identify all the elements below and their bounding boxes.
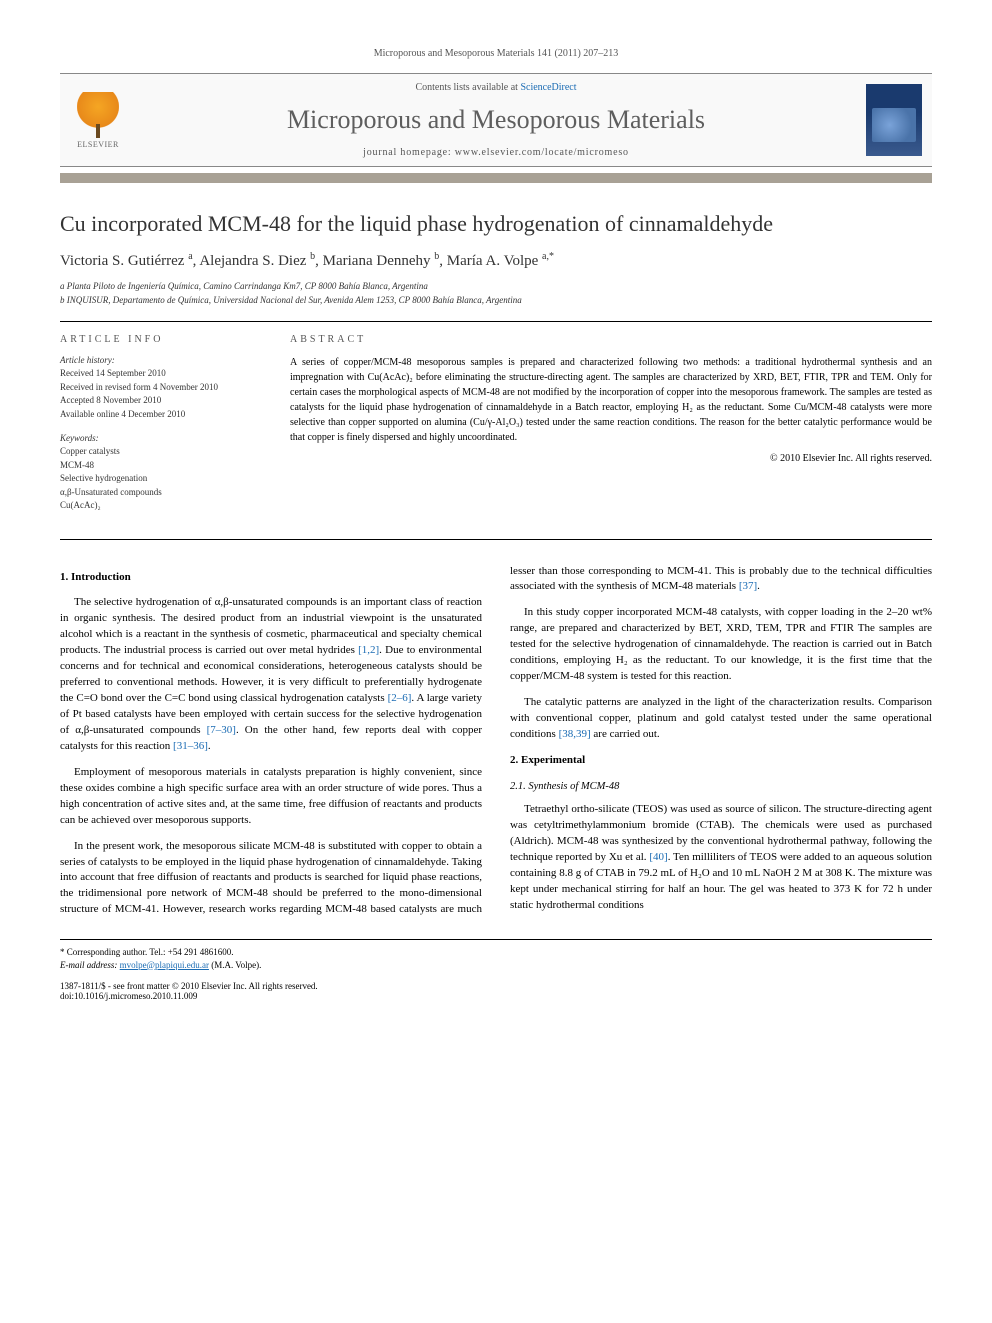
affiliations: a Planta Piloto de Ingeniería Química, C…	[60, 280, 932, 307]
body-paragraph: In this study copper incorporated MCM-48…	[510, 605, 932, 685]
homepage-prefix: journal homepage:	[363, 147, 455, 158]
author-list: Victoria S. Gutiérrez a, Alejandra S. Di…	[60, 251, 932, 270]
history-revised: Received in revised form 4 November 2010	[60, 381, 260, 395]
footer-row: 1387-1811/$ - see front matter © 2010 El…	[60, 981, 932, 1001]
publisher-name: ELSEVIER	[77, 140, 119, 149]
section-heading-intro: 1. Introduction	[60, 570, 482, 586]
email-suffix: (M.A. Volpe).	[211, 960, 261, 970]
homepage-url[interactable]: www.elsevier.com/locate/micromeso	[455, 147, 629, 158]
journal-header: ELSEVIER Contents lists available at Sci…	[60, 73, 932, 167]
section-heading-experimental: 2. Experimental	[510, 753, 932, 769]
body-paragraph: Employment of mesoporous materials in ca…	[60, 765, 482, 829]
keyword: Selective hydrogenation	[60, 472, 260, 486]
article-title: Cu incorporated MCM-48 for the liquid ph…	[60, 211, 932, 237]
affiliation-b: b INQUISUR, Departamento de Química, Uni…	[60, 294, 932, 308]
keywords-list: Copper catalysts MCM-48 Selective hydrog…	[60, 445, 260, 513]
article-info-heading: ARTICLE INFO	[60, 334, 260, 345]
contents-prefix: Contents lists available at	[415, 82, 520, 93]
sciencedirect-link[interactable]: ScienceDirect	[520, 82, 576, 93]
email-label: E-mail address:	[60, 960, 117, 970]
issn-line: 1387-1811/$ - see front matter © 2010 El…	[60, 981, 318, 991]
corresponding-author: * Corresponding author. Tel.: +54 291 48…	[60, 946, 932, 959]
journal-cover-thumbnail	[866, 84, 922, 156]
publisher-logo: ELSEVIER	[70, 88, 126, 152]
meta-separator-bottom	[60, 539, 932, 540]
author-email-link[interactable]: mvolpe@plapiqui.edu.ar	[120, 960, 209, 970]
subsection-heading-synthesis: 2.1. Synthesis of MCM-48	[510, 779, 932, 794]
history-accepted: Accepted 8 November 2010	[60, 394, 260, 408]
keyword: Copper catalysts	[60, 445, 260, 459]
elsevier-tree-icon	[77, 92, 119, 134]
history-label: Article history:	[60, 355, 260, 365]
meta-separator-top	[60, 321, 932, 322]
separator-bar	[60, 173, 932, 183]
article-body: 1. Introduction The selective hydrogenat…	[60, 564, 932, 921]
abstract-heading: ABSTRACT	[290, 334, 932, 345]
body-paragraph: Tetraethyl ortho-silicate (TEOS) was use…	[510, 802, 932, 914]
journal-homepage-line: journal homepage: www.elsevier.com/locat…	[140, 147, 852, 158]
body-paragraph: The catalytic patterns are analyzed in t…	[510, 695, 932, 743]
article-history: Received 14 September 2010 Received in r…	[60, 367, 260, 421]
keyword: Cu(AcAc)₂	[60, 499, 260, 513]
keywords-label: Keywords:	[60, 433, 260, 443]
history-online: Available online 4 December 2010	[60, 408, 260, 422]
affiliation-a: a Planta Piloto de Ingeniería Química, C…	[60, 280, 932, 294]
abstract-copyright: © 2010 Elsevier Inc. All rights reserved…	[290, 453, 932, 464]
citation-bar: Microporous and Mesoporous Materials 141…	[60, 48, 932, 59]
keyword: MCM-48	[60, 459, 260, 473]
abstract-text: A series of copper/MCM-48 mesoporous sam…	[290, 355, 932, 445]
contents-available-line: Contents lists available at ScienceDirec…	[140, 82, 852, 93]
footnote-block: * Corresponding author. Tel.: +54 291 48…	[60, 939, 932, 971]
journal-name: Microporous and Mesoporous Materials	[140, 105, 852, 135]
doi-line: doi:10.1016/j.micromeso.2010.11.009	[60, 991, 318, 1001]
history-received: Received 14 September 2010	[60, 367, 260, 381]
body-paragraph: The selective hydrogenation of α,β-unsat…	[60, 595, 482, 754]
keyword: α,β-Unsaturated compounds	[60, 486, 260, 500]
